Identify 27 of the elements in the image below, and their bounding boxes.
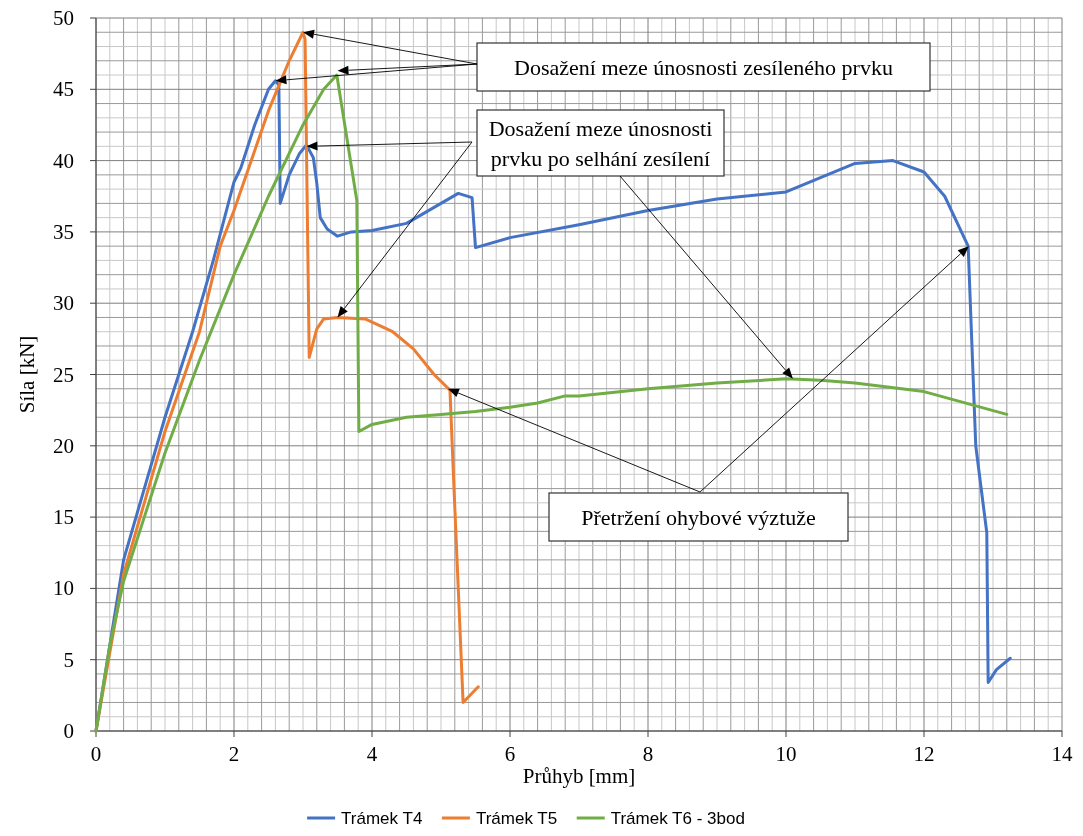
y-tick-label: 20 [53,433,74,458]
annotation: Dosažení meze únosnosti prvku po selhání zesílení [488,116,713,171]
x-axis-title: Průhyb [mm] [522,764,636,788]
annotation: Dosažení meze únosnosti zesíleného prvku [514,55,893,80]
y-tick-label: 5 [63,647,74,672]
y-tick-label: 40 [53,148,74,173]
legend-label: Trámek T6 - 3bod [610,809,745,828]
x-tick-label: 0 [90,742,102,766]
legend-label: Trámek T4 [341,809,423,828]
x-tick-label: 12 [913,742,935,766]
x-tick-label: 10 [775,742,797,766]
y-axis-title: Síla [kN] [15,335,39,414]
x-tick-label: 2 [228,742,240,766]
y-tick-label: 50 [53,6,74,30]
annotation: Přetržení ohybové výztuže [581,505,816,530]
x-tick-label: 4 [366,742,378,766]
y-tick-label: 0 [63,719,74,743]
y-tick-label: 15 [53,505,74,530]
x-tick-label: 14 [1051,742,1073,766]
y-tick-label: 25 [53,362,74,387]
x-tick-label: 8 [642,742,654,766]
y-tick-label: 10 [53,576,74,601]
y-tick-label: 30 [53,291,74,316]
y-tick-label: 45 [53,77,74,102]
y-tick-label: 35 [53,219,74,244]
x-tick-label: 6 [504,742,516,766]
legend-label: Trámek T5 [475,809,558,828]
